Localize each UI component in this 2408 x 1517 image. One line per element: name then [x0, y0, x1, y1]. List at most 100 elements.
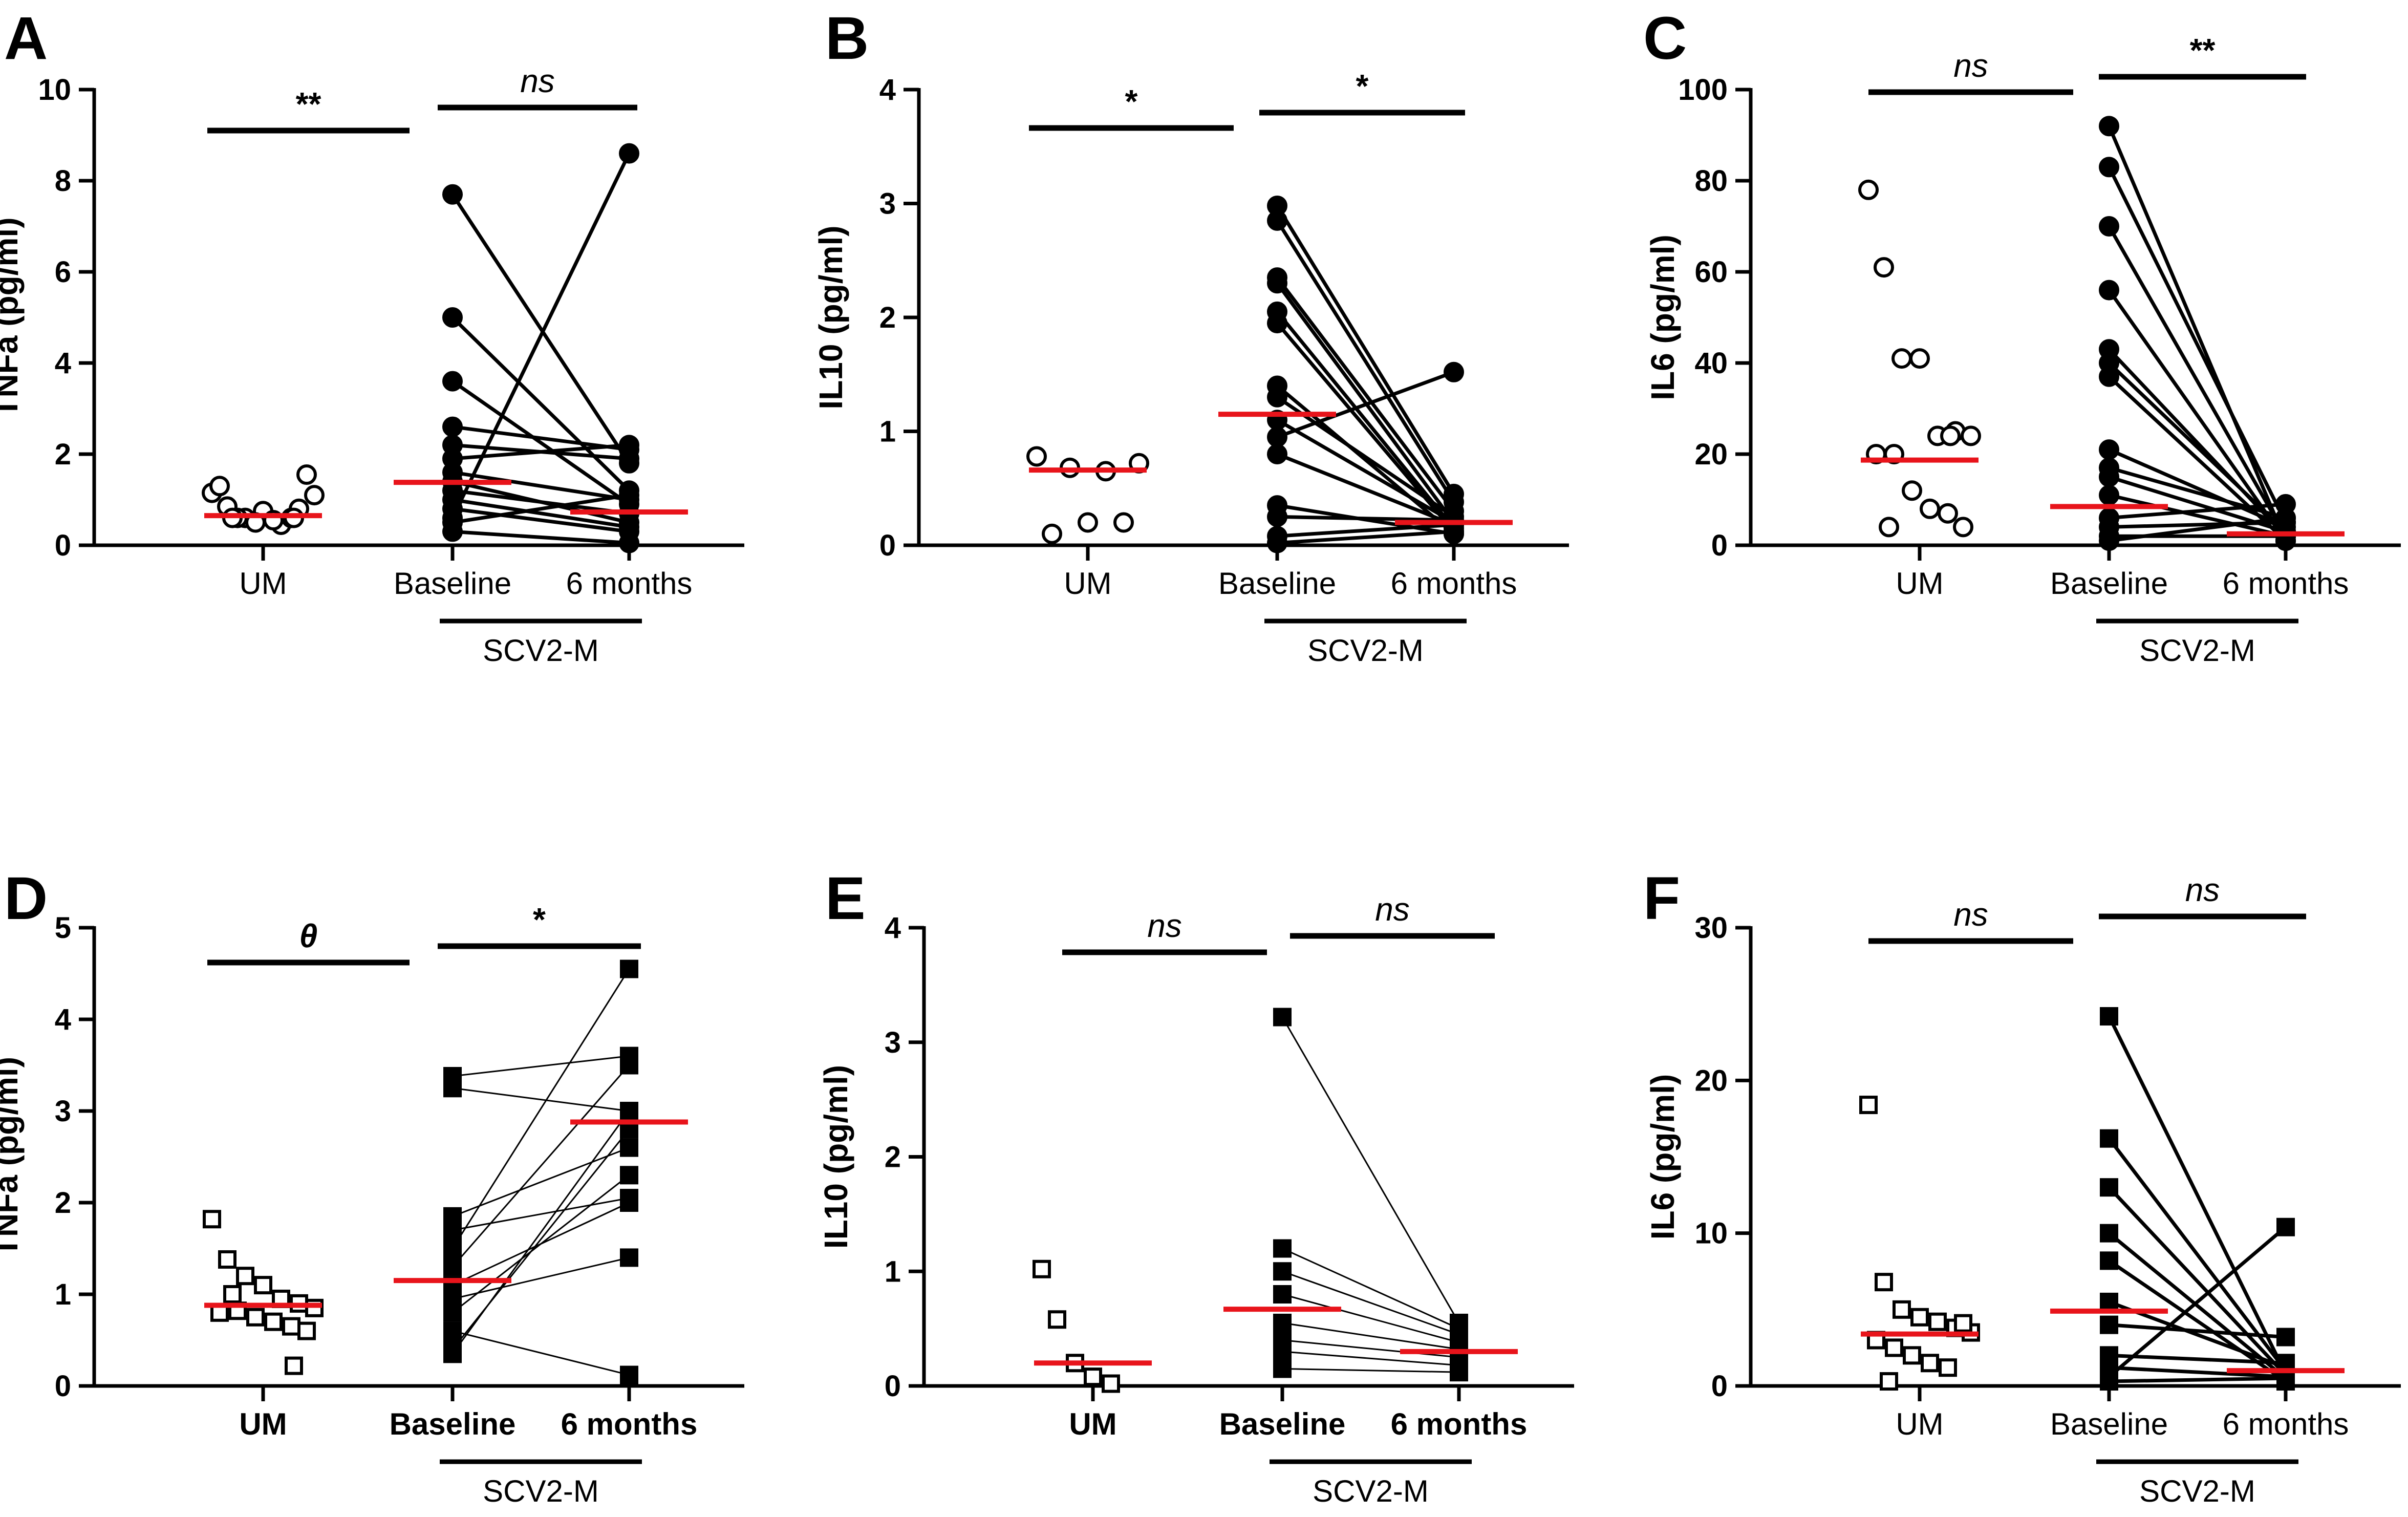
- paired-line: [2107, 1015, 2288, 1375]
- group-label: SCV2-M: [483, 633, 599, 668]
- y-tick-label: 20: [1694, 438, 1728, 471]
- y-tick-label: 10: [38, 73, 71, 106]
- y-tick-label: 1: [885, 1255, 901, 1288]
- paired-line: [452, 507, 630, 533]
- baseline-point: [2099, 216, 2119, 237]
- um-point: [1910, 1308, 1929, 1327]
- um-point: [246, 1308, 265, 1327]
- paired-line: [1277, 529, 1454, 545]
- baseline-point: [1273, 1313, 1292, 1332]
- y-tick-label: 1: [55, 1278, 71, 1311]
- x-category-label: UM: [1069, 1407, 1116, 1441]
- baseline-point: [443, 1079, 462, 1098]
- paired-line: [1276, 384, 1455, 536]
- paired-line: [451, 1110, 630, 1355]
- um-point: [1078, 512, 1098, 533]
- panel-A: A 0 2 4 6 8 10 TNFa (pg/ml) UM Baseline 6 months SC…: [0, 5, 744, 668]
- significance-label: ns: [1375, 891, 1410, 928]
- baseline-point: [443, 1239, 462, 1258]
- paired-line: [452, 1174, 630, 1313]
- paired-line: [2109, 1323, 2286, 1339]
- panel-F: F 0 10 20 30 IL6 (pg/ml) UM Baseline 6 months SCV…: [1643, 865, 2401, 1508]
- baseline-point: [2100, 1178, 2118, 1197]
- um-point: [1858, 179, 1879, 200]
- um-point: [1875, 1273, 1893, 1292]
- six-month-point: [620, 1193, 638, 1212]
- x-category-label: UM: [239, 1407, 287, 1441]
- x-category-label: 6 months: [561, 1407, 698, 1441]
- baseline-point: [442, 371, 463, 392]
- baseline-point: [2099, 280, 2119, 301]
- y-tick-label: 0: [885, 1370, 901, 1403]
- paired-line: [1282, 1368, 1459, 1373]
- paired-line: [452, 493, 630, 524]
- six-month-point: [620, 959, 638, 978]
- paired-line: [1282, 1322, 1459, 1350]
- paired-line: [2108, 1186, 2287, 1377]
- paired-line: [1276, 205, 1455, 495]
- paired-line: [452, 1197, 630, 1231]
- paired-line: [2109, 493, 2286, 538]
- paired-line: [2108, 1137, 2287, 1372]
- x-category-label: UM: [1896, 1407, 1943, 1441]
- paired-line: [1282, 1339, 1459, 1358]
- panel-letter: B: [825, 5, 869, 72]
- significance-label: **: [2190, 32, 2216, 69]
- six-month-point: [2276, 1328, 2295, 1347]
- y-axis-label: IL10 (pg/ml): [818, 1065, 854, 1249]
- paired-line: [452, 529, 630, 545]
- um-point: [1954, 1314, 1972, 1333]
- y-tick-label: 30: [1694, 911, 1728, 945]
- um-point: [1859, 1096, 1878, 1115]
- y-tick-label: 6: [55, 255, 71, 289]
- x-category-label: Baseline: [2050, 566, 2168, 601]
- x-category-label: Baseline: [390, 1407, 516, 1441]
- panel-E: E 0 1 2 3 4 IL10 (pg/ml) UM Baseline 6 months SCV2…: [818, 865, 1574, 1508]
- x-category-label: Baseline: [1218, 566, 1336, 601]
- y-axis-label: TNFa (pg/ml): [0, 217, 25, 417]
- y-tick-label: 0: [55, 529, 71, 562]
- baseline-point: [1273, 1342, 1292, 1361]
- y-axis-label: IL10 (pg/ml): [812, 225, 849, 409]
- paired-line: [2109, 502, 2286, 520]
- um-point: [1084, 1368, 1102, 1386]
- paired-line: [2109, 521, 2286, 529]
- baseline-point: [443, 1303, 462, 1322]
- paired-line: [451, 1064, 630, 1268]
- um-point: [1961, 425, 1981, 446]
- um-point: [254, 1276, 272, 1295]
- baseline-point: [1267, 313, 1287, 334]
- um-point: [296, 464, 317, 485]
- y-tick-label: 4: [55, 1003, 71, 1036]
- paired-line: [1276, 418, 1455, 524]
- um-point: [1920, 498, 1940, 519]
- um-point: [1938, 503, 1958, 524]
- paired-line: [2107, 225, 2288, 537]
- significance-label: *: [533, 901, 546, 938]
- six-month-point: [619, 435, 639, 456]
- group-label: SCV2-M: [1313, 1474, 1429, 1508]
- six-month-point: [620, 1138, 638, 1157]
- significance-label: ns: [1953, 896, 1988, 933]
- y-tick-label: 2: [55, 1186, 71, 1220]
- paired-line: [1276, 452, 1455, 527]
- y-tick-label: 40: [1694, 347, 1728, 380]
- y-tick-label: 2: [885, 1141, 901, 1174]
- significance-label: *: [1125, 83, 1138, 120]
- um-point: [203, 1210, 221, 1229]
- paired-line: [2109, 1353, 2286, 1365]
- y-tick-label: 4: [879, 73, 896, 106]
- baseline-point: [1267, 426, 1287, 447]
- um-point: [1921, 1354, 1939, 1373]
- paired-line: [1277, 515, 1454, 522]
- panel-letter: C: [1643, 5, 1687, 72]
- baseline-point: [1273, 1359, 1292, 1378]
- baseline-point: [2100, 1129, 2118, 1148]
- baseline-point: [442, 307, 463, 328]
- baseline-point: [443, 1344, 462, 1363]
- um-point: [1102, 1374, 1120, 1393]
- x-category-label: 6 months: [2223, 1407, 2349, 1441]
- y-tick-label: 20: [1694, 1064, 1728, 1097]
- paired-line: [451, 379, 631, 506]
